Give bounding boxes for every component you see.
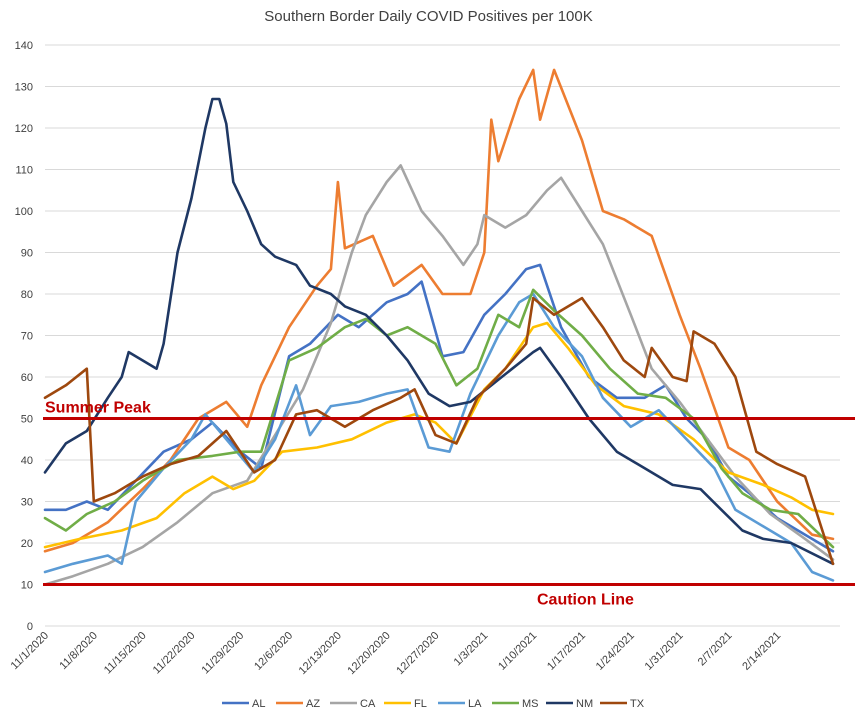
y-tick-label: 20 — [21, 538, 33, 550]
x-tick-label: 11/1/2020 — [9, 630, 52, 673]
legend: AL AZ CA FL LA MS NM TX — [222, 698, 645, 710]
legend-label-ca: CA — [360, 698, 376, 710]
legend-label-la: LA — [468, 698, 482, 710]
y-tick-label: 50 — [21, 414, 33, 426]
x-tick-label: 11/22/2020 — [151, 630, 198, 677]
y-axis-ticks: 0 10 20 30 40 50 60 70 80 90 100 110 120 130 140 — [15, 40, 33, 633]
x-tick-label: 12/20/2020 — [345, 630, 392, 677]
caution-line-label: Caution Line — [537, 592, 634, 609]
y-tick-label: 140 — [15, 40, 33, 52]
series-line-la — [43, 292, 835, 582]
series-line-fl — [43, 321, 835, 549]
x-tick-label: 12/13/2020 — [297, 630, 344, 677]
y-tick-label: 80 — [21, 289, 33, 301]
y-tick-label: 130 — [15, 82, 33, 94]
legend-label-ms: MS — [522, 698, 539, 710]
x-tick-label: 1/24/2021 — [594, 630, 637, 673]
legend-label-fl: FL — [414, 698, 427, 710]
chart-title: Southern Border Daily COVID Positives pe… — [264, 8, 593, 25]
series-line-tx — [43, 296, 835, 566]
y-tick-label: 110 — [15, 165, 33, 177]
x-tick-label: 12/27/2020 — [394, 630, 441, 677]
x-tick-label: 1/3/2021 — [452, 630, 491, 669]
legend-label-al: AL — [252, 698, 265, 710]
x-tick-label: 11/29/2020 — [200, 630, 247, 677]
x-tick-label: 2/14/2021 — [740, 630, 783, 673]
legend-label-az: AZ — [306, 698, 320, 710]
x-tick-label: 12/6/2020 — [252, 630, 295, 673]
summer-peak-label: Summer Peak — [45, 400, 151, 417]
y-tick-label: 70 — [21, 331, 33, 343]
series-line-nm — [43, 97, 835, 566]
series-line-az — [43, 68, 835, 553]
legend-label-nm: NM — [576, 698, 593, 710]
y-tick-label: 40 — [21, 455, 33, 467]
x-tick-label: 1/10/2021 — [496, 630, 539, 673]
y-tick-label: 10 — [21, 580, 33, 592]
y-tick-label: 90 — [21, 248, 33, 260]
x-axis-ticks: 11/1/2020 11/8/2020 11/15/2020 11/22/2020 11… — [9, 630, 784, 677]
y-tick-label: 0 — [27, 621, 33, 633]
x-tick-label: 1/17/2021 — [545, 630, 588, 673]
y-tick-label: 60 — [21, 372, 33, 384]
series-lines — [43, 68, 835, 586]
reference-lines: Summer Peak Caution Line — [43, 400, 855, 609]
y-tick-label: 30 — [21, 497, 33, 509]
y-tick-label: 120 — [15, 123, 33, 135]
x-tick-label: 1/31/2021 — [643, 630, 686, 673]
series-line-ca — [43, 164, 835, 586]
x-tick-label: 2/7/2021 — [696, 630, 735, 669]
x-tick-label: 11/8/2020 — [57, 630, 100, 673]
legend-label-tx: TX — [630, 698, 645, 710]
x-tick-label: 11/15/2020 — [102, 630, 149, 677]
y-tick-label: 100 — [15, 206, 33, 218]
